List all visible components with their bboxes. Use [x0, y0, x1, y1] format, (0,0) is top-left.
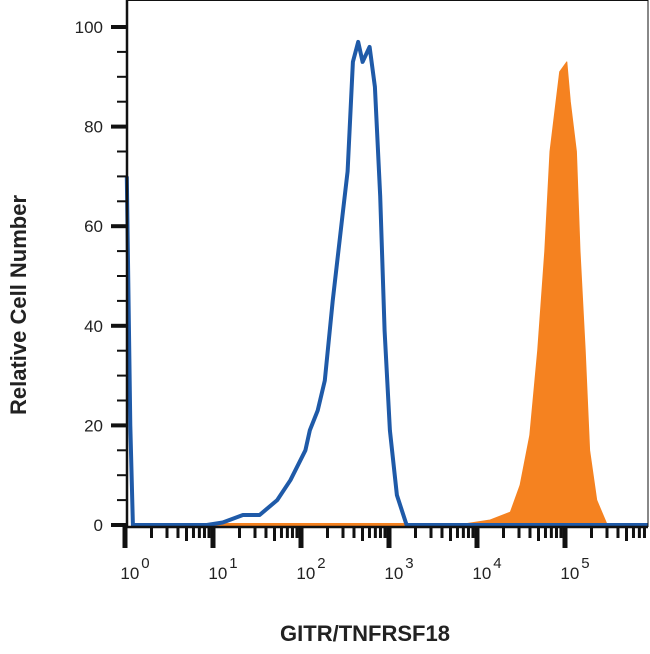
x-tick-exponent: 4 [493, 555, 501, 572]
x-tick-base: 10 [560, 564, 579, 583]
x-tick-exponent: 5 [581, 555, 589, 572]
x-tick-label: 105 [560, 555, 589, 583]
x-axis-title: GITR/TNFRSF18 [280, 621, 450, 646]
x-tick-base: 10 [472, 564, 491, 583]
blue-line-histogram [124, 39, 648, 527]
y-tick-label: 100 [75, 18, 103, 37]
y-tick-label: 20 [84, 416, 103, 435]
y-tick-label: 60 [84, 217, 103, 236]
y-axis-ticks: 0 20 40 60 80 100 [75, 18, 127, 535]
x-tick-exponent: 1 [229, 555, 237, 572]
x-tick-exponent: 2 [317, 555, 325, 572]
x-tick-base: 10 [296, 564, 315, 583]
x-tick-base: 10 [120, 564, 139, 583]
orange-filled-histogram [212, 61, 608, 527]
y-tick-label: 40 [84, 317, 103, 336]
x-tick-label: 104 [472, 555, 501, 583]
series-layer [124, 39, 648, 527]
x-tick-label: 103 [384, 555, 413, 583]
x-tick-exponent: 0 [141, 555, 149, 572]
y-tick-label: 80 [84, 118, 103, 137]
x-tick-exponent: 3 [405, 555, 413, 572]
y-tick-label: 0 [94, 516, 103, 535]
x-tick-label: 101 [208, 555, 237, 583]
y-axis-title: Relative Cell Number [6, 195, 31, 416]
x-tick-label: 100 [120, 555, 149, 583]
x-tick-base: 10 [384, 564, 403, 583]
x-tick-base: 10 [208, 564, 227, 583]
x-tick-label: 102 [296, 555, 325, 583]
